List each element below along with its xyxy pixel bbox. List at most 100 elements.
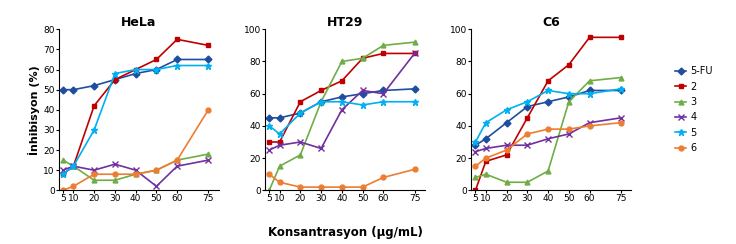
5-FU (379, 89, 388, 92)
5 (204, 64, 213, 67)
Line: 5-FU: 5-FU (267, 86, 417, 120)
3 (523, 181, 531, 184)
3 (410, 41, 419, 44)
4 (296, 141, 305, 143)
2 (410, 52, 419, 55)
5 (265, 124, 274, 127)
4 (565, 132, 573, 135)
5 (523, 100, 531, 103)
Line: 5-FU: 5-FU (60, 57, 210, 92)
3 (358, 57, 367, 60)
5 (131, 68, 140, 71)
2 (358, 57, 367, 60)
5 (410, 100, 419, 103)
6 (585, 124, 594, 127)
5 (616, 87, 625, 90)
5 (544, 89, 553, 92)
6 (316, 186, 325, 189)
4 (523, 144, 531, 147)
2 (90, 104, 99, 107)
2 (523, 116, 531, 119)
2 (544, 79, 553, 82)
4 (204, 159, 213, 162)
3 (337, 60, 346, 63)
5 (379, 100, 388, 103)
Text: Konsantrasyon (µg/mL): Konsantrasyon (µg/mL) (269, 226, 423, 239)
3 (152, 169, 161, 172)
5-FU (358, 92, 367, 95)
2 (152, 58, 161, 61)
6 (296, 186, 305, 189)
6 (565, 128, 573, 131)
4 (616, 116, 625, 119)
2 (379, 52, 388, 55)
6 (616, 121, 625, 124)
2 (296, 100, 305, 103)
2 (204, 44, 213, 47)
6 (523, 132, 531, 135)
3 (471, 176, 480, 179)
5-FU (204, 58, 213, 61)
5 (90, 128, 99, 131)
4 (358, 89, 367, 92)
5-FU (316, 100, 325, 103)
6 (544, 128, 553, 131)
6 (131, 173, 140, 176)
5-FU (59, 88, 68, 91)
3 (90, 179, 99, 182)
5 (173, 64, 182, 67)
5-FU (173, 58, 182, 61)
Line: 3: 3 (267, 40, 417, 193)
2 (110, 78, 119, 81)
2 (585, 36, 594, 39)
3 (316, 100, 325, 103)
5-FU (152, 68, 161, 71)
4 (337, 108, 346, 111)
4 (544, 137, 553, 140)
4 (502, 144, 511, 147)
5-FU (69, 88, 78, 91)
2 (316, 89, 325, 92)
2 (481, 160, 490, 163)
5-FU (296, 112, 305, 114)
4 (481, 147, 490, 150)
6 (379, 176, 388, 179)
5-FU (131, 72, 140, 75)
6 (59, 189, 68, 192)
5 (481, 121, 490, 124)
3 (296, 153, 305, 156)
2 (131, 68, 140, 71)
4 (379, 92, 388, 95)
6 (471, 165, 480, 168)
Line: 5-FU: 5-FU (473, 88, 623, 148)
5 (316, 100, 325, 103)
6 (502, 149, 511, 152)
2 (337, 79, 346, 82)
3 (204, 153, 213, 156)
5-FU (523, 105, 531, 108)
Line: 2: 2 (473, 35, 623, 193)
2 (173, 38, 182, 41)
4 (410, 52, 419, 55)
4 (90, 169, 99, 172)
4 (110, 163, 119, 166)
6 (265, 173, 274, 176)
5 (502, 108, 511, 111)
5 (565, 92, 573, 95)
Line: 3: 3 (473, 75, 623, 185)
4 (152, 185, 161, 188)
Line: 5: 5 (266, 98, 418, 137)
6 (275, 181, 284, 184)
5-FU (502, 121, 511, 124)
6 (204, 108, 213, 111)
5 (585, 92, 594, 95)
3 (275, 165, 284, 168)
5 (337, 100, 346, 103)
3 (110, 179, 119, 182)
6 (69, 185, 78, 188)
3 (379, 44, 388, 47)
Line: 5: 5 (60, 62, 212, 178)
4 (316, 147, 325, 150)
6 (481, 157, 490, 160)
Title: HT29: HT29 (327, 16, 363, 29)
